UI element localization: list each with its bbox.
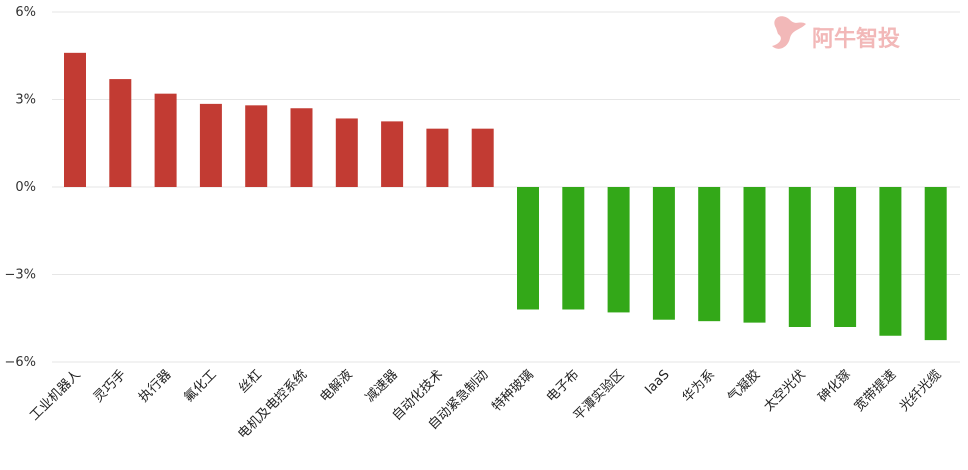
- bar: [879, 187, 902, 336]
- x-tick-label: 丝杠: [235, 367, 265, 397]
- x-tick-label: 砷化镓: [816, 367, 854, 405]
- watermark-text: 阿牛智投: [812, 26, 900, 52]
- bar: [381, 121, 404, 187]
- bar: [607, 187, 630, 313]
- bar: [426, 128, 449, 187]
- x-tick-label: 减速器: [363, 367, 401, 405]
- x-tick-label: 执行器: [136, 367, 174, 405]
- x-tick-label: 特种玻璃: [489, 367, 536, 414]
- bar: [335, 118, 358, 187]
- bar: [290, 108, 313, 187]
- x-tick-label: 光纤光缆: [896, 367, 944, 415]
- x-tick-label: 工业机器人: [27, 367, 84, 424]
- bar: [834, 187, 857, 327]
- x-tick-label: 华为系: [680, 367, 718, 405]
- bar: [924, 187, 947, 341]
- bar: [199, 103, 222, 187]
- watermark-logo: 阿牛智投: [772, 16, 900, 52]
- bars: [64, 52, 947, 341]
- y-tick-label: 3%: [15, 93, 36, 108]
- y-tick-label: −6%: [4, 355, 36, 370]
- bar: [64, 52, 86, 188]
- bar: [245, 105, 268, 187]
- y-tick-label: 0%: [15, 180, 36, 195]
- bull-logo-icon: [772, 16, 806, 49]
- x-tick-label: 宽带提速: [851, 367, 899, 415]
- bar: [743, 187, 766, 323]
- bar: [788, 187, 811, 327]
- bar: [652, 187, 675, 320]
- bar: [109, 79, 132, 187]
- y-tick-label: −3%: [4, 268, 36, 283]
- x-tick-label: 气凝胶: [724, 367, 763, 406]
- x-tick-label: 太空光伏: [761, 367, 808, 414]
- bar: [517, 187, 539, 310]
- x-tick-label: 灵巧手: [91, 367, 129, 405]
- bar: [698, 187, 721, 322]
- x-tick-label: 电解液: [317, 367, 355, 405]
- grid-lines: [52, 11, 960, 363]
- bar: [471, 128, 494, 187]
- x-tick-label: IaaS: [642, 367, 672, 397]
- x-tick-label: 氟化工: [182, 367, 220, 405]
- y-axis: 6% 3% 0% −3% −6%: [4, 5, 36, 370]
- y-tick-label: 6%: [15, 5, 36, 20]
- bar: [562, 187, 585, 310]
- bar: [154, 93, 177, 187]
- x-tick-label: 电子布: [544, 367, 582, 405]
